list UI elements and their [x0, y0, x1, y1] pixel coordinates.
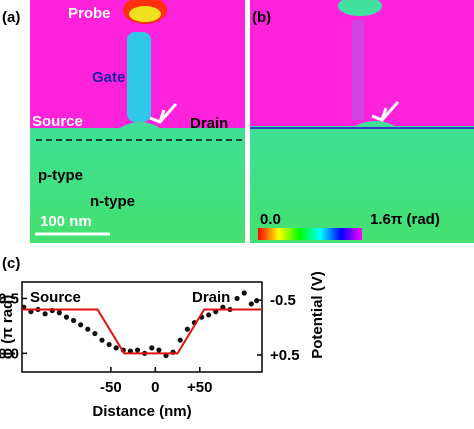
- panel-label: (c): [2, 255, 20, 272]
- data-point: [234, 295, 240, 302]
- data-point: [42, 311, 48, 317]
- y-axis-label: ϕ (π rad): [0, 295, 16, 359]
- data-point: [92, 330, 98, 337]
- data-point: [70, 317, 77, 324]
- data-point: [56, 310, 62, 316]
- annotation: Source: [32, 113, 83, 130]
- data-point: [156, 347, 162, 353]
- data-point: [134, 347, 141, 353]
- scale-bar-label: 100 nm: [40, 213, 92, 230]
- plot-frame: [21, 281, 263, 373]
- data-point: [106, 341, 112, 348]
- colorbar-label: 0.0: [260, 211, 281, 228]
- panel-a-image: [30, 0, 245, 243]
- x-tick-label: 0: [151, 379, 159, 396]
- y2-tick-label: -0.5: [270, 292, 296, 309]
- x-tick-label: +50: [187, 379, 212, 396]
- data-point: [113, 345, 119, 351]
- annotation: Drain: [192, 289, 230, 306]
- panel-b-image: [250, 0, 474, 243]
- y2-axis-label: Potential (V): [309, 271, 326, 359]
- annotation: n-type: [90, 193, 135, 210]
- annotation: Gate: [92, 69, 125, 86]
- panel-label: (a): [2, 9, 20, 26]
- y2-tick-label: +0.5: [270, 347, 300, 364]
- data-point: [206, 312, 212, 318]
- data-point: [248, 301, 254, 307]
- panel-label: (b): [252, 9, 271, 26]
- data-point: [78, 322, 84, 328]
- data-point: [85, 326, 91, 332]
- data-point: [149, 345, 155, 351]
- annotation: Source: [30, 289, 81, 306]
- data-point: [184, 326, 190, 332]
- annotation: p-type: [38, 167, 83, 184]
- data-line: [22, 308, 262, 355]
- x-tick-label: -50: [100, 379, 122, 396]
- data-point: [99, 337, 105, 343]
- annotation: Probe: [68, 5, 111, 22]
- data-point: [241, 290, 247, 296]
- x-axis-label: Distance (nm): [92, 403, 191, 420]
- y-tick-label: 0.0: [0, 345, 19, 362]
- data-point: [63, 314, 70, 320]
- colorbar-label: 1.6π (rad): [370, 211, 440, 228]
- y-tick-label: 0.5: [0, 290, 19, 307]
- data-point: [254, 298, 260, 304]
- annotation: Drain: [190, 115, 228, 132]
- data-point: [177, 337, 183, 343]
